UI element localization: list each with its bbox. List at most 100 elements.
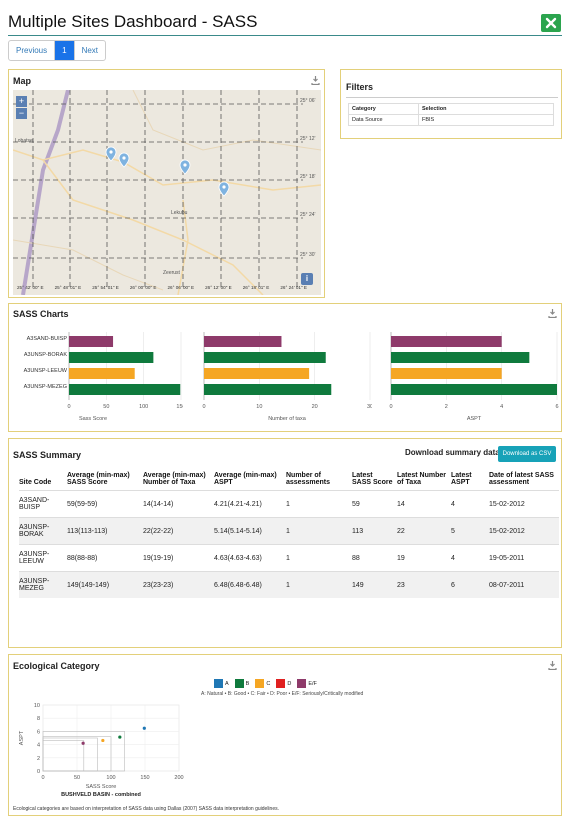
assessment-date-link[interactable]: 15-02-2012 <box>489 490 559 518</box>
summary-header: Number of assessments <box>286 472 330 486</box>
bar <box>69 384 181 395</box>
pager-previous-button[interactable]: Previous <box>9 41 56 60</box>
site-code-link[interactable]: A3UNSP-BORAK <box>19 517 67 545</box>
site-code-link[interactable]: A3SAND-BUISP <box>19 490 67 518</box>
summary-title: SASS Summary <box>13 450 82 460</box>
download-csv-button[interactable]: Download as CSV <box>498 446 556 462</box>
site-labels: A3SAND-BUISP A3UNSP-BORAK A3UNSP-LEEUW A… <box>11 334 67 398</box>
table-cell: 14(14-14) <box>143 490 214 518</box>
x-tick-label: 2 <box>445 404 448 410</box>
table-cell: 1 <box>286 544 352 572</box>
close-button[interactable] <box>541 14 561 32</box>
site-marker[interactable] <box>179 159 191 175</box>
x-tick-label: 100 <box>139 404 148 410</box>
bar <box>69 368 135 379</box>
x-axis-label: SASS Score <box>86 784 117 790</box>
x-axis-label: Sass Score <box>79 416 107 422</box>
summary-header: Date of latest SASS assessment <box>489 472 554 486</box>
aspt-chart: 0 2 4 6 ASPT <box>389 332 559 422</box>
site-code-link[interactable]: A3UNSP-LEEUW <box>19 544 67 572</box>
map-lon-label: 26° 00' 00" E <box>129 285 157 290</box>
map-lon-label: 26° 12' 00" E <box>205 285 232 290</box>
site-label: A3UNSP-LEEUW <box>23 368 67 374</box>
table-cell: 6.48(6.48-6.48) <box>214 571 286 598</box>
legend-item: D <box>276 679 291 688</box>
summary-header: Average (min-max) ASPT <box>214 472 277 486</box>
scatter-point <box>101 738 105 743</box>
download-icon[interactable] <box>548 309 557 318</box>
assessment-date-link[interactable]: 15-02-2012 <box>489 517 559 545</box>
map-info-button[interactable]: i <box>301 273 313 285</box>
map-panel-title: Map <box>13 76 31 86</box>
x-tick-label: 0 <box>67 404 70 410</box>
bar <box>391 368 502 379</box>
sass-summary-panel: SASS Summary Download summary data : Dow… <box>8 438 562 648</box>
bar <box>391 352 530 363</box>
pager-page-button[interactable]: 1 <box>55 41 75 60</box>
y-tick-label: 6 <box>37 729 40 735</box>
table-row: A3UNSP-BORAK 113(113-113) 22(22-22) 5.14… <box>19 517 559 545</box>
zoom-out-button[interactable]: − <box>16 108 27 119</box>
map-lon-label: 26° 18' 01" E <box>242 285 270 290</box>
map-view[interactable]: + − 25° 06' 25° 12' 25° 18' 25° 24' 25° … <box>13 90 321 295</box>
summary-header: Latest SASS Score <box>352 472 393 486</box>
zoom-in-button[interactable]: + <box>16 96 27 107</box>
filters-table: Category Selection Data Source FBIS <box>348 103 554 126</box>
table-cell: 22(22-22) <box>143 517 214 545</box>
table-cell: 19 <box>397 544 451 572</box>
y-tick-label: 2 <box>37 756 40 762</box>
summary-header: Average (min-max) Number of Taxa <box>143 472 206 486</box>
download-summary-label: Download summary data : <box>405 448 505 457</box>
table-cell: 4.21(4.21-4.21) <box>214 490 286 518</box>
x-tick-label: 150 <box>176 404 183 410</box>
table-cell: 4 <box>451 490 489 518</box>
map-place-label: Zeerust <box>163 270 180 276</box>
sass-score-chart: 0 50 100 150 Sass Score <box>67 332 183 422</box>
chart-title: BUSHVELD BASIN - combined <box>61 792 141 798</box>
sass-charts-panel: SASS Charts A3SAND-BUISP A3UNSP-BORAK A3… <box>8 303 562 432</box>
table-cell: 6 <box>451 571 489 598</box>
download-icon[interactable] <box>548 661 557 670</box>
site-marker[interactable] <box>218 181 230 197</box>
map-lon-label: 25° 42' 00" E <box>17 285 44 290</box>
map-lat-label: 25° 30' <box>300 252 316 258</box>
x-tick-label: 0 <box>389 404 392 410</box>
table-cell: 23(23-23) <box>143 571 214 598</box>
site-code-link[interactable]: A3UNSP-MEZEG <box>19 571 67 598</box>
bar <box>69 336 114 347</box>
map-lat-label: 25° 18' <box>300 174 316 180</box>
scatter-point <box>118 735 122 739</box>
assessment-date-link[interactable]: 08-07-2011 <box>489 571 559 598</box>
filters-header-selection: Selection <box>418 103 554 115</box>
table-cell: 4.63(4.63-4.63) <box>214 544 286 572</box>
table-cell: 88 <box>352 544 397 572</box>
scatter-point <box>81 741 85 745</box>
filters-cell: Data Source <box>348 114 419 126</box>
table-cell: 59 <box>352 490 397 518</box>
table-cell: 113(113-113) <box>67 517 143 545</box>
download-icon[interactable] <box>311 76 320 85</box>
table-cell: 1 <box>286 517 352 545</box>
site-marker[interactable] <box>105 146 117 162</box>
table-cell: 149 <box>352 571 397 598</box>
x-tick-label: 50 <box>103 404 109 410</box>
table-cell: 22 <box>397 517 451 545</box>
bar <box>391 384 557 395</box>
filters-panel-title: Filters <box>346 82 374 92</box>
table-cell: 59(59-59) <box>67 490 143 518</box>
eco-legend-note: A: Natural • B: Good • C: Fair • D: Poor… <box>201 691 364 697</box>
legend-item: B <box>234 679 249 688</box>
assessment-date-link[interactable]: 19-05-2011 <box>489 544 559 572</box>
table-cell: 88(88-88) <box>67 544 143 572</box>
x-tick-label: 20 <box>312 404 318 410</box>
site-label: A3UNSP-BORAK <box>23 352 67 358</box>
legend-item: A <box>214 679 229 688</box>
map-lon-labels: 25° 42' 00" E 25° 48' 01" E 25° 54' 01" … <box>17 285 307 290</box>
table-cell: 5.14(5.14-5.14) <box>214 517 286 545</box>
site-marker[interactable] <box>118 152 130 168</box>
table-cell: 19(19-19) <box>143 544 214 572</box>
bar <box>204 352 326 363</box>
pager-next-button[interactable]: Next <box>81 46 99 55</box>
y-tick-label: 0 <box>37 769 40 775</box>
